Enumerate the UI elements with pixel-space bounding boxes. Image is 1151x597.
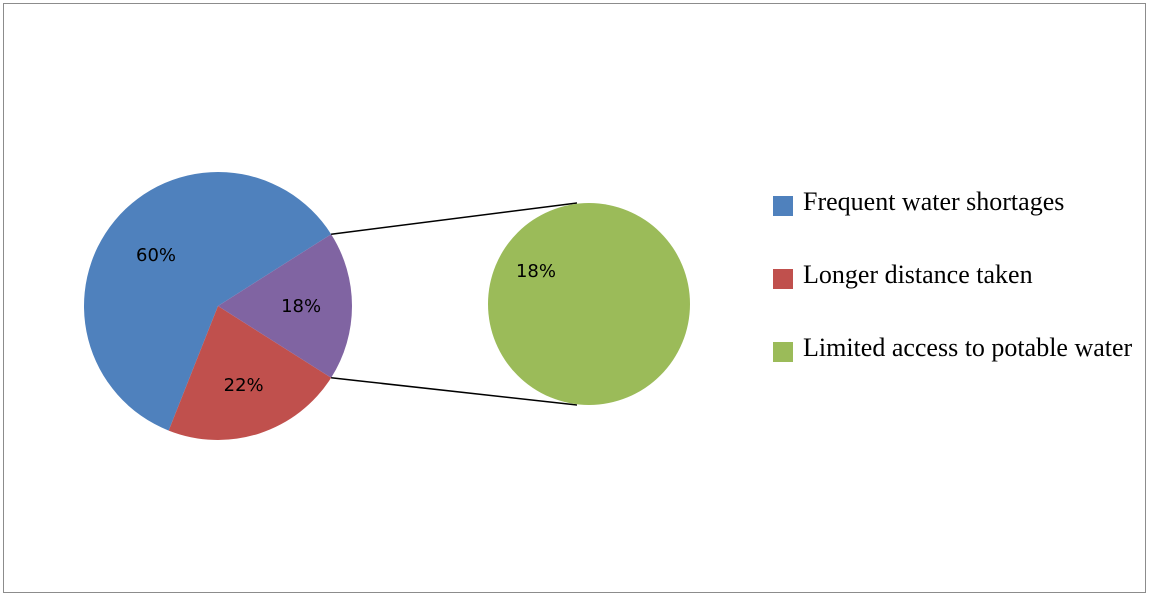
secondary-data-label: 18% — [516, 261, 556, 282]
legend-item-limited-access-to-potable-water: Limited access to potable water — [773, 332, 1143, 363]
legend-label: Frequent water shortages — [803, 187, 1065, 216]
data-labels: 60% 22% 18% 18% — [136, 245, 556, 396]
connector-line-top — [331, 202, 578, 235]
legend: Frequent water shortages Longer distance… — [773, 186, 1143, 405]
connector-line-bottom — [331, 377, 578, 406]
legend-item-longer-distance-taken: Longer distance taken — [773, 259, 1143, 290]
legend-swatch-green — [773, 342, 793, 362]
secondary-slice-limited-access-to-potable-water — [488, 203, 690, 405]
legend-label: Limited access to potable water — [803, 333, 1133, 362]
primary-pie — [84, 172, 353, 440]
legend-item-frequent-water-shortages: Frequent water shortages — [773, 186, 1143, 217]
legend-swatch-red — [773, 269, 793, 289]
data-label-18-percent: 18% — [281, 296, 321, 317]
pie-slice-frequent-water-shortages — [84, 172, 332, 431]
pie-slice-longer-distance-taken — [168, 306, 332, 440]
legend-label: Longer distance taken — [803, 260, 1033, 289]
pie-slice-limited-access-to-potable-water — [218, 234, 353, 378]
data-label-22-percent: 22% — [224, 375, 264, 396]
legend-swatch-blue — [773, 196, 793, 216]
data-label-60-percent: 60% — [136, 245, 176, 266]
secondary-pie — [488, 203, 690, 405]
